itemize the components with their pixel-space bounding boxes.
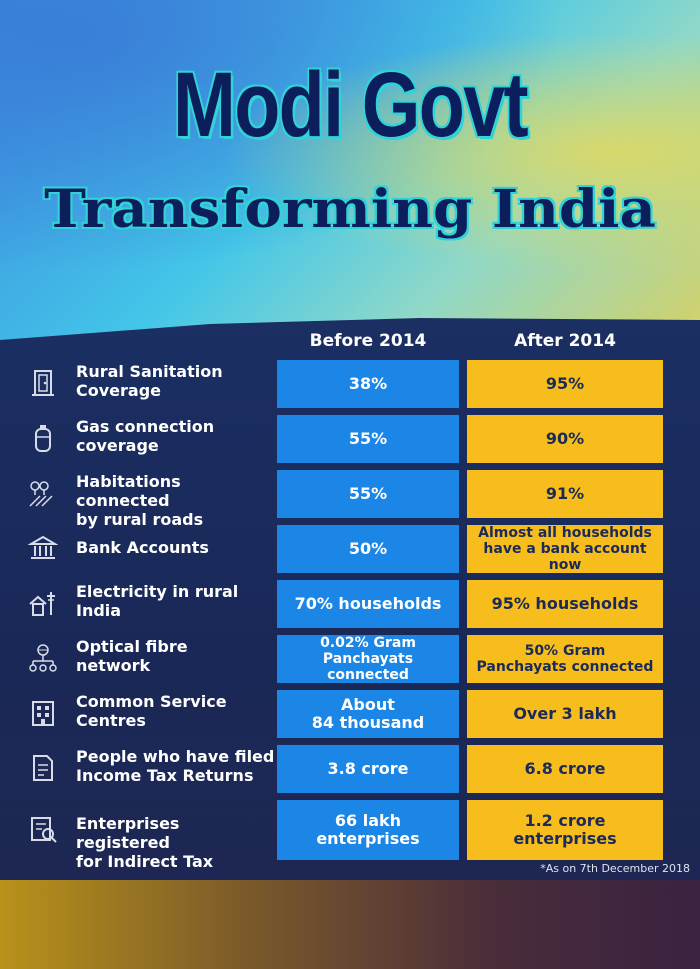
after-value-cell: 90% (467, 415, 663, 463)
header-background (0, 0, 700, 340)
page-title: Modi Govt (172, 54, 529, 156)
enterprise-document-icon (28, 814, 58, 844)
rural-road-icon (28, 478, 58, 508)
gas-cylinder-icon (28, 423, 58, 453)
table-row: Optical fibre network 0.02% Gram Panchaya… (0, 635, 700, 683)
table-row: Electricity in rural India 70% household… (0, 580, 700, 628)
row-label: Rural Sanitation Coverage (76, 362, 223, 400)
footnote: *As on 7th December 2018 (540, 862, 690, 875)
before-value-cell: 50% (277, 525, 459, 573)
table-row: Gas connection coverage 55% 90% (0, 415, 700, 463)
before-value-cell: 70% households (277, 580, 459, 628)
table-row: Habitations connected by rural roads 55%… (0, 470, 700, 529)
after-value-cell: 50% Gram Panchayats connected (467, 635, 663, 683)
table-row: People who have filed Income Tax Returns… (0, 745, 700, 793)
before-value-cell: About 84 thousand (277, 690, 459, 738)
page-subtitle: Transforming India (44, 179, 656, 240)
row-label: People who have filed Income Tax Returns (76, 747, 275, 785)
table-row: Rural Sanitation Coverage 38% 95% (0, 360, 700, 408)
before-value-cell: 66 lakh enterprises (277, 800, 459, 860)
after-value-cell: 95% households (467, 580, 663, 628)
toilet-door-icon (28, 368, 58, 398)
tax-document-icon (28, 753, 58, 783)
table-row: Bank Accounts 50% Almost all households h… (0, 525, 700, 573)
row-label: Bank Accounts (76, 538, 209, 557)
table-row: Enterprises registered for Indirect Tax … (0, 800, 700, 871)
row-label: Optical fibre network (76, 637, 188, 675)
after-value-cell: 91% (467, 470, 663, 518)
after-value-cell: 95% (467, 360, 663, 408)
row-label: Electricity in rural India (76, 582, 239, 620)
row-label: Habitations connected by rural roads (76, 472, 204, 529)
row-label: Gas connection coverage (76, 417, 215, 455)
after-value-cell: 6.8 crore (467, 745, 663, 793)
after-value-cell: Over 3 lakh (467, 690, 663, 738)
before-value-cell: 38% (277, 360, 459, 408)
after-value-cell: Almost all households have a bank account… (467, 525, 663, 573)
before-value-cell: 55% (277, 415, 459, 463)
row-label: Common Service Centres (76, 692, 227, 730)
footer-background (0, 880, 700, 969)
before-value-cell: 55% (277, 470, 459, 518)
building-icon (28, 698, 58, 728)
column-header-before: Before 2014 (309, 331, 427, 351)
column-header-after: After 2014 (514, 331, 616, 351)
table-row: Common Service Centres About 84 thousand … (0, 690, 700, 738)
bank-icon (27, 533, 59, 563)
after-value-cell: 1.2 crore enterprises (467, 800, 663, 860)
electricity-house-icon (28, 588, 58, 618)
row-label: Enterprises registered for Indirect Tax (76, 814, 214, 871)
network-icon (28, 643, 58, 673)
before-value-cell: 3.8 crore (277, 745, 459, 793)
before-value-cell: 0.02% Gram Panchayats connected (277, 635, 459, 683)
